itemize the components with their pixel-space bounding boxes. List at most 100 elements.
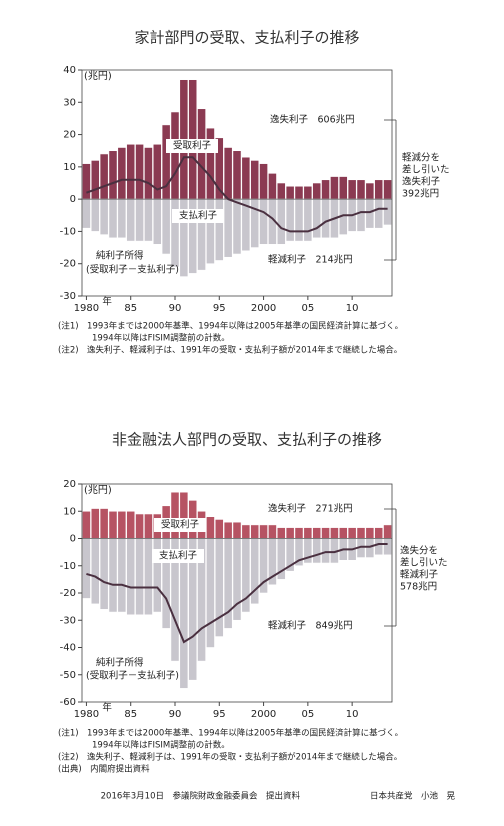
x-tick-label: 2000 <box>251 303 276 314</box>
bar <box>356 179 366 200</box>
note: (注2) 逸失利子、軽減利子は、1991年の受取・支払利子額が2014年まで継続… <box>58 752 402 763</box>
bar <box>285 198 295 242</box>
bar <box>108 150 118 200</box>
annotation: 軽減利子 <box>400 569 439 581</box>
bar <box>276 182 286 200</box>
note: 1994年以降はFISIM調整前の計数。 <box>92 740 230 751</box>
bar <box>321 527 330 539</box>
annotation: 578兆円 <box>400 582 437 593</box>
x-tick-label: 90 <box>169 709 182 720</box>
chart-title: 家計部門の受取、支払利子の推移 <box>134 29 359 47</box>
annotation: 逸失利子 606兆円 <box>270 114 355 126</box>
annotation: 支払利子 <box>179 210 218 222</box>
bar <box>152 143 162 200</box>
x-tick-label: 95 <box>213 709 226 720</box>
bar <box>82 198 91 229</box>
bar <box>259 163 268 200</box>
bar <box>206 127 215 200</box>
bar <box>135 143 144 200</box>
bar <box>126 143 136 200</box>
x-tick-label: 1980 <box>74 709 99 720</box>
bar <box>144 513 153 539</box>
bar <box>383 198 392 226</box>
bar <box>241 156 251 200</box>
annotation: 支払利子 <box>159 550 198 562</box>
bar <box>152 198 162 245</box>
annotation: 純利子所得 <box>96 250 144 262</box>
bar <box>321 538 330 564</box>
bar <box>126 538 136 616</box>
y-tick-label: -60 <box>60 697 76 708</box>
plot-frame <box>81 69 393 297</box>
bar <box>321 198 330 239</box>
bar <box>374 527 384 539</box>
y-unit: (兆円) <box>84 484 112 496</box>
x-tick-label: 1980 <box>74 303 99 314</box>
bar <box>365 527 375 539</box>
bar <box>312 198 322 239</box>
y-tick-label: -20 <box>60 588 76 599</box>
y-tick-label: 10 <box>63 506 76 517</box>
y-tick-label: -30 <box>60 291 76 302</box>
bar <box>99 153 109 200</box>
bar <box>383 179 392 200</box>
bar <box>250 524 260 539</box>
bar <box>374 179 384 200</box>
bar <box>90 160 100 200</box>
note: (注1) 1993年までは2000年基準、1994年以降は2005年基準の国民経… <box>58 321 403 332</box>
bar <box>374 198 384 229</box>
bar <box>126 510 136 539</box>
annotation: (受取利子－支払利子) <box>86 670 179 682</box>
bar <box>214 519 224 539</box>
bar <box>285 527 295 539</box>
bar <box>312 538 322 564</box>
x-tick-label: 10 <box>346 709 359 720</box>
bar <box>144 198 153 242</box>
bar <box>90 508 100 539</box>
bar <box>82 510 91 539</box>
bar <box>223 147 233 200</box>
bar <box>383 538 392 556</box>
bar <box>117 538 127 613</box>
x-unit: 年 <box>102 702 112 714</box>
bar <box>214 538 224 637</box>
bar <box>347 179 357 200</box>
bar <box>82 163 91 200</box>
bar <box>232 198 242 255</box>
bar <box>259 524 268 539</box>
bar <box>347 527 357 539</box>
y-tick-label: -30 <box>60 615 76 626</box>
net-line <box>86 543 388 644</box>
bar <box>214 198 224 261</box>
bar <box>294 198 304 242</box>
bar <box>303 198 313 242</box>
y-tick-label: -10 <box>60 226 76 237</box>
annotation: 軽減分を <box>402 152 440 164</box>
bar <box>241 524 251 539</box>
bar <box>99 198 109 235</box>
bar <box>144 147 153 200</box>
bar <box>303 185 313 200</box>
bar <box>294 527 304 539</box>
y-tick-label: 10 <box>63 162 76 173</box>
note: (注2) 逸失利子、軽減利子は、1991年の受取・支払利子額が2014年まで継続… <box>58 345 402 356</box>
annotation: (受取利子－支払利子) <box>86 264 179 276</box>
x-tick-label: 95 <box>213 303 226 314</box>
note: (出典) 内閣府提出資料 <box>58 764 150 775</box>
label-bg <box>152 549 204 563</box>
chart-title: 非金融法人部門の受取、支払利子の推移 <box>112 431 382 449</box>
bar <box>321 179 330 200</box>
bar <box>268 524 277 539</box>
bar <box>135 198 144 242</box>
x-tick-label: 90 <box>169 303 182 314</box>
bar <box>223 521 233 539</box>
x-tick-label: 05 <box>301 303 314 314</box>
y-tick-label: 30 <box>63 97 76 108</box>
bar <box>303 527 313 539</box>
bar <box>356 198 366 232</box>
bar <box>250 198 260 248</box>
bar <box>108 510 118 539</box>
annotation: 逸失利子 271兆円 <box>268 503 353 515</box>
label-bg <box>172 209 224 223</box>
bar <box>232 150 242 200</box>
